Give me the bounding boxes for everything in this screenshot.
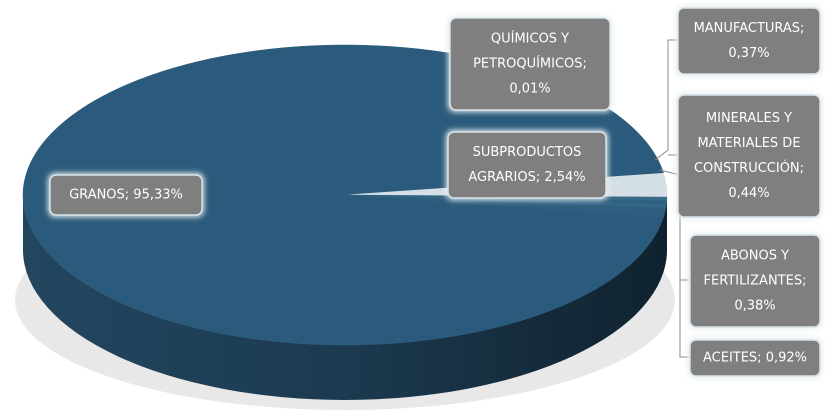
leader-lines [654,39,690,358]
data-label: MATERIALES DE [697,136,800,151]
leader-line [679,280,690,358]
data-label: ABONOS Y [721,249,789,264]
data-label: AGRARIOS; 2,54% [468,170,585,185]
data-label: ACEITES; 0,92% [703,351,807,366]
data-label: PETROQUÍMICOS; [473,56,587,72]
leader-line [654,39,678,161]
data-label: SUBPRODUCTOS [473,145,582,160]
slice [344,194,667,218]
data-label: MINERALES Y [706,111,792,126]
label-box [689,339,821,377]
label-box [689,234,821,328]
data-label: 0,44% [728,186,769,201]
label-box [677,94,821,218]
data-label: CONSTRUCCIÓN; [694,160,804,176]
data-label: 0,38% [734,299,775,314]
data-label: QUÍMICOS Y [491,31,569,47]
leader-line [659,169,690,281]
data-label: 0,01% [509,82,550,97]
label-box [49,174,203,216]
data-label: GRANOS; 95,33% [69,188,183,203]
labels: GRANOS; 95,33% QUÍMICOS Y PETROQUÍMICOS; 0,… [48,6,822,378]
label-box [449,17,611,111]
data-label: 0,37% [728,46,769,61]
pie-side [23,195,667,400]
data-label: FERTILIZANTES; [704,274,807,289]
data-label: MANUFACTURAS; [694,21,805,36]
label-box [447,131,607,199]
label-box [677,7,821,75]
